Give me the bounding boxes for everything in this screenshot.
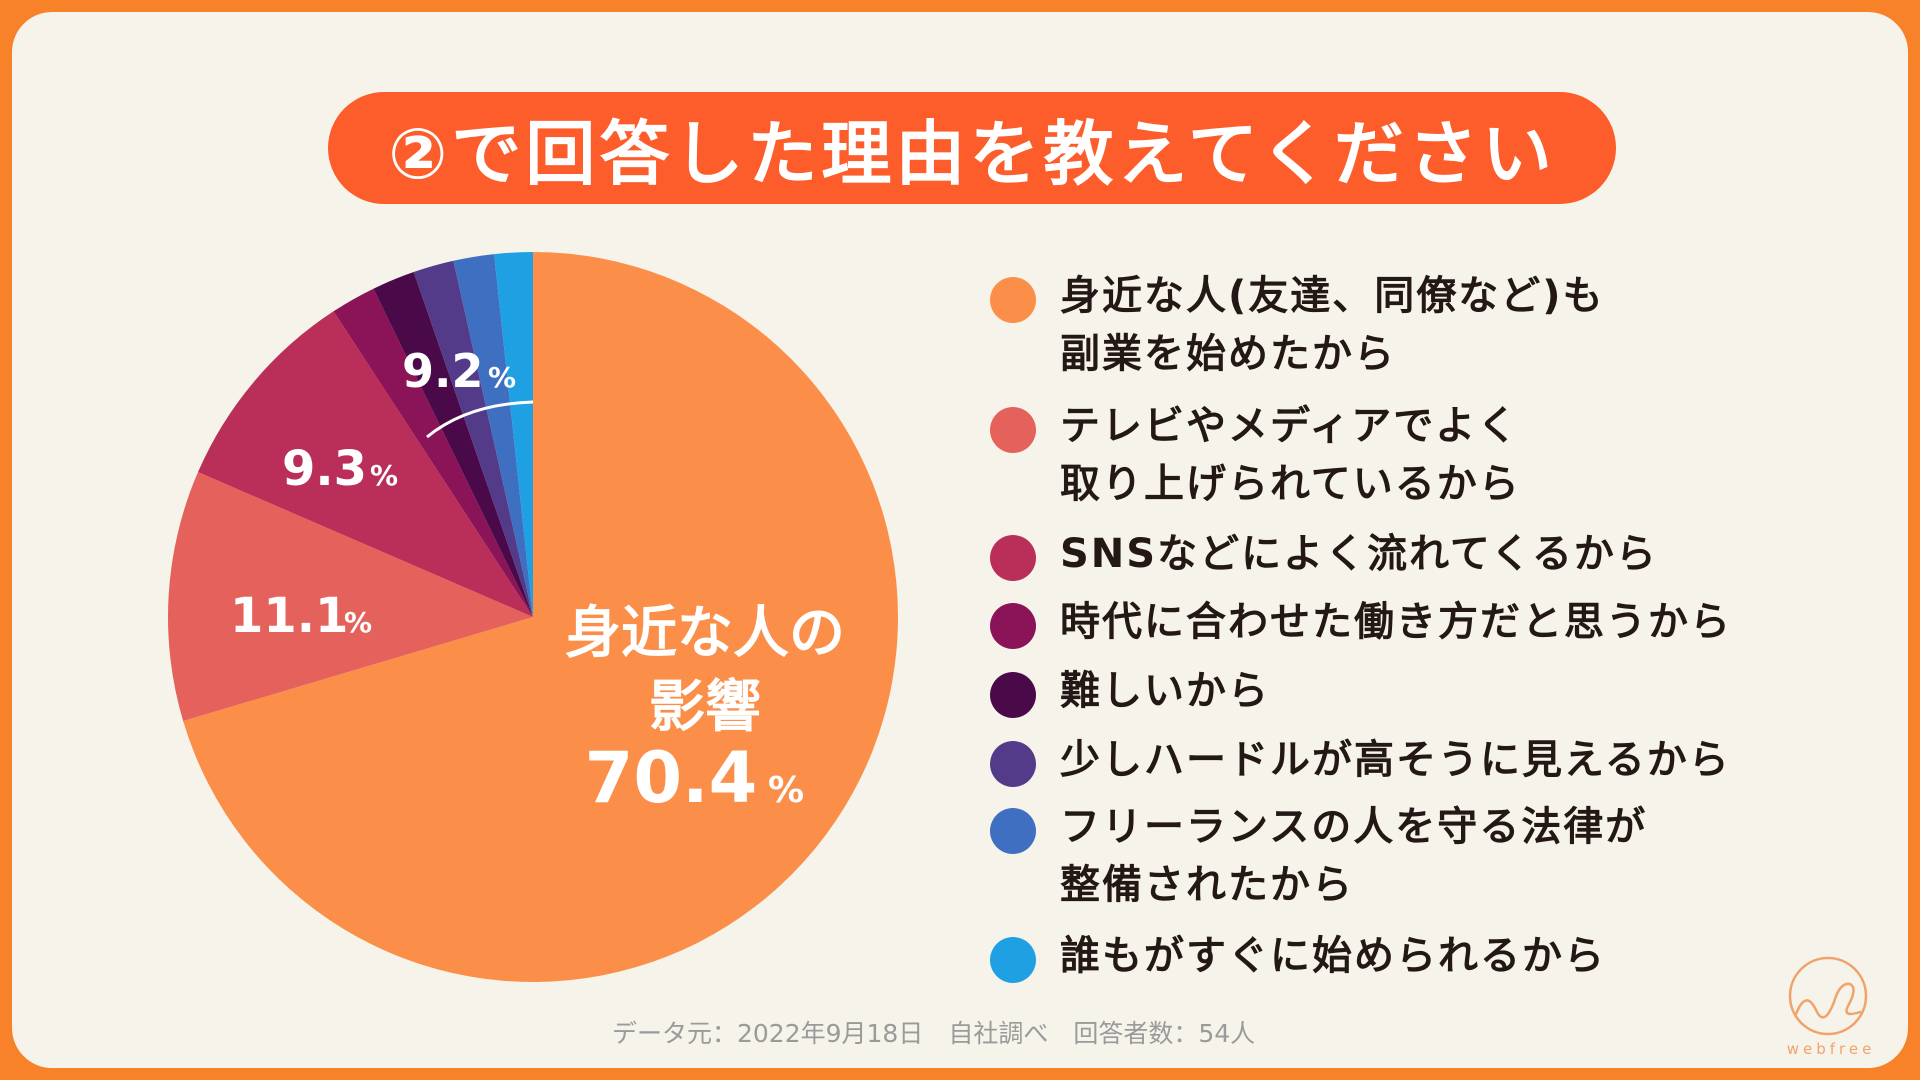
legend-item: テレビやメディアでよく 取り上げられているから — [990, 397, 1521, 513]
third-slice-percent: % — [370, 459, 398, 492]
chart-title: ②で回答した理由を教えてください — [388, 112, 1556, 195]
legend-item: 身近な人(友達、同僚など)も 副業を始めたから — [990, 267, 1605, 383]
legend-dot — [990, 937, 1036, 983]
pie-chart: 身近な人の 影響 70.4 % 11.1 % 9.3 % 9.2 % — [168, 252, 899, 982]
legend-item: 時代に合わせた働き方だと思うから — [990, 593, 1732, 651]
legend-label-line2: 副業を始めたから — [1060, 331, 1396, 377]
legend-label: 時代に合わせた働き方だと思うから — [1060, 599, 1732, 645]
legend-label-line2: 整備されたから — [1060, 862, 1354, 908]
logo-text: webfree — [1786, 1040, 1876, 1058]
legend-item: SNSなどによく流れてくるから — [990, 525, 1658, 583]
legend-label: SNSなどによく流れてくるから — [1060, 531, 1658, 577]
title-banner: ②で回答した理由を教えてください — [328, 92, 1616, 204]
legend-dot — [990, 535, 1036, 581]
main-slice-label-line2: 影響 — [649, 675, 761, 740]
pie-slice-7 — [494, 252, 533, 617]
legend-item: 難しいから — [990, 662, 1270, 720]
legend-item: 少しハードルが高そうに見えるから — [990, 731, 1731, 789]
legend-label-line2: 取り上げられているから — [1060, 461, 1521, 507]
legend-item: 誰もがすぐに始められるから — [990, 927, 1606, 985]
legend-dot — [990, 277, 1036, 323]
data-source-note: データ元：2022年9月18日 自社調べ 回答者数：54人 — [612, 1019, 1256, 1048]
legend-label: 誰もがすぐに始められるから — [1060, 933, 1606, 979]
legend-dot — [990, 407, 1036, 453]
pie-slice-5 — [413, 260, 533, 617]
infographic-card: ②で回答した理由を教えてください 身近な人の 影響 70.4 % 11.1 % … — [12, 12, 1908, 1068]
legend-label-line1: 身近な人(友達、同僚など)も — [1060, 273, 1605, 319]
pie-slice-6 — [453, 254, 533, 618]
second-slice-percent: % — [344, 606, 372, 639]
pie-slice-3 — [333, 288, 533, 617]
legend-label-line1: フリーランスの人を守る法律が — [1060, 804, 1648, 850]
legend-dot — [990, 672, 1036, 718]
pie-slice-2 — [198, 311, 533, 617]
pie-slice-1 — [168, 472, 533, 722]
main-slice-label-line1: 身近な人の — [565, 601, 845, 666]
legend-dot — [990, 741, 1036, 787]
legend-label: 難しいから — [1060, 668, 1270, 714]
logo-mark-icon — [1788, 956, 1868, 1036]
third-slice-value: 9.3 — [282, 441, 367, 497]
pie-slice-0 — [183, 252, 899, 982]
others-value: 9.2 — [402, 344, 484, 398]
legend-dot — [990, 603, 1036, 649]
legend-label: 少しハードルが高そうに見えるから — [1060, 737, 1731, 783]
second-slice-value: 11.1 — [230, 588, 348, 644]
webfree-logo: webfree — [1776, 944, 1886, 1064]
pie-slice-4 — [373, 272, 533, 617]
legend-item: フリーランスの人を守る法律が 整備されたから — [990, 798, 1647, 914]
legend-label-line1: テレビやメディアでよく — [1060, 403, 1520, 449]
others-percent: % — [488, 361, 516, 394]
main-slice-value: 70.4 — [585, 737, 758, 819]
legend-dot — [990, 808, 1036, 854]
others-callout-line — [426, 400, 534, 439]
main-slice-percent: % — [768, 770, 804, 811]
